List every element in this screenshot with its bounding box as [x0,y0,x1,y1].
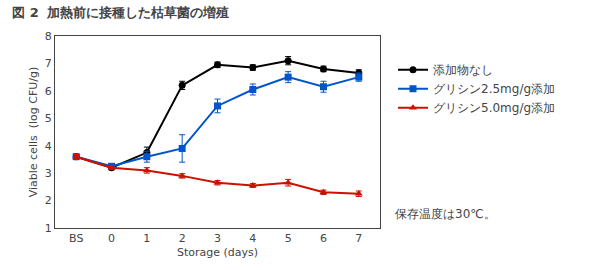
svg-text:保存温度は30℃。: 保存温度は30℃。 [395,207,496,221]
svg-text:Storage (days): Storage (days) [177,246,258,259]
svg-text:6: 6 [45,85,52,98]
svg-text:5: 5 [285,232,292,245]
svg-text:7: 7 [45,57,52,70]
svg-text:6: 6 [320,232,327,245]
svg-text:添加物なし: 添加物なし [433,63,493,77]
svg-text:5: 5 [45,112,52,125]
svg-text:2: 2 [179,232,186,245]
svg-text:グリシン2.5mg/g添加: グリシン2.5mg/g添加 [433,82,555,96]
svg-text:8: 8 [45,30,52,43]
svg-text:BS: BS [69,232,83,245]
svg-text:7: 7 [355,232,362,245]
svg-text:4: 4 [249,232,256,245]
svg-text:グリシン5.0mg/g添加: グリシン5.0mg/g添加 [433,101,555,115]
svg-text:1: 1 [45,222,52,235]
svg-text:Viable cells (log CFU/g): Viable cells (log CFU/g) [27,67,40,198]
svg-text:1: 1 [143,232,150,245]
svg-text:図 2 加熱前に接種した枯草菌の増殖: 図 2 加熱前に接種した枯草菌の増殖 [12,5,229,20]
svg-text:3: 3 [45,167,52,180]
svg-text:2: 2 [45,194,52,207]
svg-text:3: 3 [214,232,221,245]
svg-text:4: 4 [45,140,52,153]
svg-text:0: 0 [108,232,115,245]
